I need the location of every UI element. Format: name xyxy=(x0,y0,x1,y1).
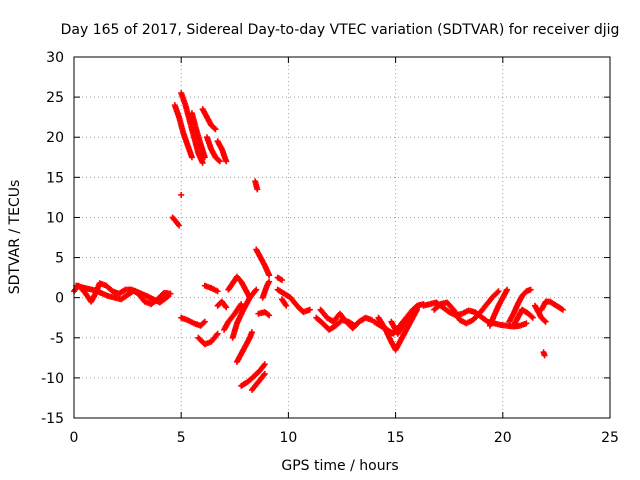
data-point xyxy=(201,318,208,325)
data-point xyxy=(215,157,222,164)
grid-lines xyxy=(74,57,610,418)
data-point xyxy=(527,286,534,293)
data-point xyxy=(238,301,245,308)
y-tick-label: 15 xyxy=(46,170,64,186)
y-tick-label: 25 xyxy=(46,90,64,106)
y-tick-label: 10 xyxy=(46,210,64,226)
data-point xyxy=(278,277,285,284)
x-tick-label: 0 xyxy=(70,430,79,446)
data-point xyxy=(248,329,255,336)
plot-frame xyxy=(73,56,611,419)
data-point xyxy=(199,159,206,166)
y-tick-label: 5 xyxy=(55,251,64,267)
data-point xyxy=(504,286,511,293)
y-axis-label: SDTVAR / TECUs xyxy=(7,180,23,295)
data-point xyxy=(176,222,183,229)
data-point xyxy=(214,288,221,295)
data-point xyxy=(165,293,172,300)
data-point xyxy=(212,126,219,133)
data-point xyxy=(178,191,185,198)
data-point xyxy=(541,352,548,359)
data-point xyxy=(523,320,530,327)
axis-ticks: 0 5 10 15 20 25 -15 -10 -5 0 5 10 15 20 25 30 xyxy=(41,50,619,446)
data-point xyxy=(495,288,502,295)
data-point xyxy=(559,306,566,313)
y-tick-label: 30 xyxy=(46,50,64,66)
x-tick-label: 15 xyxy=(387,430,405,446)
data-point xyxy=(541,317,548,324)
x-tick-label: 25 xyxy=(601,430,619,446)
data-point xyxy=(254,186,261,193)
data-point xyxy=(529,314,536,321)
x-tick-label: 10 xyxy=(279,430,297,446)
data-point xyxy=(283,302,290,309)
data-point xyxy=(261,370,268,377)
data-point xyxy=(200,319,207,326)
data-point xyxy=(261,361,268,368)
data-points xyxy=(71,90,566,393)
data-point xyxy=(214,330,221,337)
x-tick-label: 20 xyxy=(494,430,512,446)
data-point xyxy=(542,318,549,325)
data-point xyxy=(223,304,230,311)
data-point xyxy=(266,272,273,279)
y-tick-label: 0 xyxy=(55,291,64,307)
data-point xyxy=(528,313,535,320)
data-point xyxy=(494,289,501,296)
data-point xyxy=(211,125,218,132)
y-tick-label: -15 xyxy=(41,411,64,427)
data-point xyxy=(266,312,273,319)
chart-title: Day 165 of 2017, Sidereal Day-to-day VTE… xyxy=(61,22,620,38)
y-tick-label: -5 xyxy=(50,331,64,347)
data-point xyxy=(253,286,260,293)
x-tick-label: 5 xyxy=(177,430,186,446)
x-axis-label: GPS time / hours xyxy=(281,458,398,474)
data-point xyxy=(223,158,230,165)
data-point xyxy=(201,154,208,161)
y-tick-label: 20 xyxy=(46,130,64,146)
data-point xyxy=(216,158,223,165)
y-tick-label: -10 xyxy=(41,371,64,387)
data-point xyxy=(266,278,273,285)
data-point xyxy=(306,306,313,313)
data-point xyxy=(188,154,195,161)
